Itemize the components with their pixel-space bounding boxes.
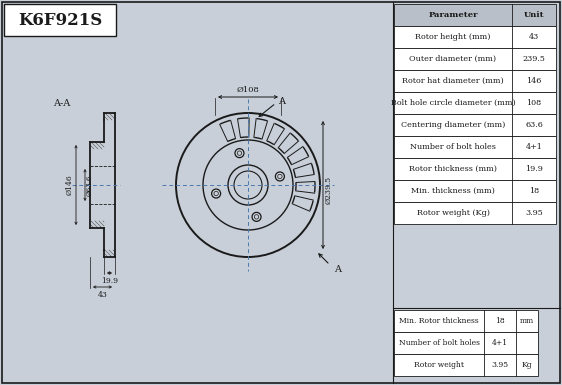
Text: K6F921S: K6F921S — [18, 12, 102, 28]
Text: Ø108: Ø108 — [237, 86, 260, 94]
Bar — [394, 332, 538, 354]
Text: Number of bolt holes: Number of bolt holes — [398, 339, 479, 347]
Text: 43: 43 — [529, 33, 539, 41]
Text: 18: 18 — [495, 317, 505, 325]
Text: Rotor height (mm): Rotor height (mm) — [415, 33, 491, 41]
Bar — [394, 114, 556, 136]
Text: 3.95: 3.95 — [491, 361, 509, 369]
Bar — [394, 48, 556, 70]
Text: Rotor thickness (mm): Rotor thickness (mm) — [409, 165, 497, 173]
Text: 146: 146 — [526, 77, 542, 85]
Text: 43: 43 — [98, 291, 107, 299]
Text: 239.5: 239.5 — [523, 55, 546, 63]
Text: 3.95: 3.95 — [525, 209, 543, 217]
Bar — [394, 180, 556, 202]
Bar — [394, 92, 556, 114]
Bar — [394, 310, 538, 332]
Text: Ø239.5: Ø239.5 — [325, 176, 333, 204]
Text: 19.9: 19.9 — [525, 165, 543, 173]
Text: mm: mm — [520, 317, 534, 325]
Text: 108: 108 — [527, 99, 542, 107]
Bar — [394, 70, 556, 92]
Text: 19.9: 19.9 — [101, 277, 118, 285]
Text: Parameter: Parameter — [428, 11, 478, 19]
Text: Unit: Unit — [524, 11, 545, 19]
Bar — [394, 158, 556, 180]
Bar — [394, 202, 556, 224]
Text: Number of bolt holes: Number of bolt holes — [410, 143, 496, 151]
Text: 4+1: 4+1 — [492, 339, 508, 347]
Text: A: A — [278, 97, 285, 105]
Bar — [394, 354, 538, 376]
Text: A-A: A-A — [53, 99, 71, 107]
Text: Min. thickness (mm): Min. thickness (mm) — [411, 187, 495, 195]
Text: Min. Rotor thickness: Min. Rotor thickness — [399, 317, 479, 325]
Bar — [4, 4, 116, 36]
Text: Ø146: Ø146 — [66, 175, 74, 195]
Text: 18: 18 — [529, 187, 539, 195]
Bar — [394, 26, 556, 48]
Bar — [394, 136, 556, 158]
Text: 4+1: 4+1 — [525, 143, 542, 151]
Text: Ø63.6: Ø63.6 — [86, 174, 94, 196]
Bar — [394, 4, 556, 26]
Text: Bolt hole circle diameter (mm): Bolt hole circle diameter (mm) — [391, 99, 515, 107]
Text: Centering diameter (mm): Centering diameter (mm) — [401, 121, 505, 129]
Text: 63.6: 63.6 — [525, 121, 543, 129]
Text: Rotor weight: Rotor weight — [414, 361, 464, 369]
Text: Outer diameter (mm): Outer diameter (mm) — [410, 55, 497, 63]
Text: A: A — [334, 264, 341, 273]
Text: Rotor hat diameter (mm): Rotor hat diameter (mm) — [402, 77, 504, 85]
Text: Rotor weight (Kg): Rotor weight (Kg) — [416, 209, 490, 217]
Text: Kg: Kg — [522, 361, 532, 369]
